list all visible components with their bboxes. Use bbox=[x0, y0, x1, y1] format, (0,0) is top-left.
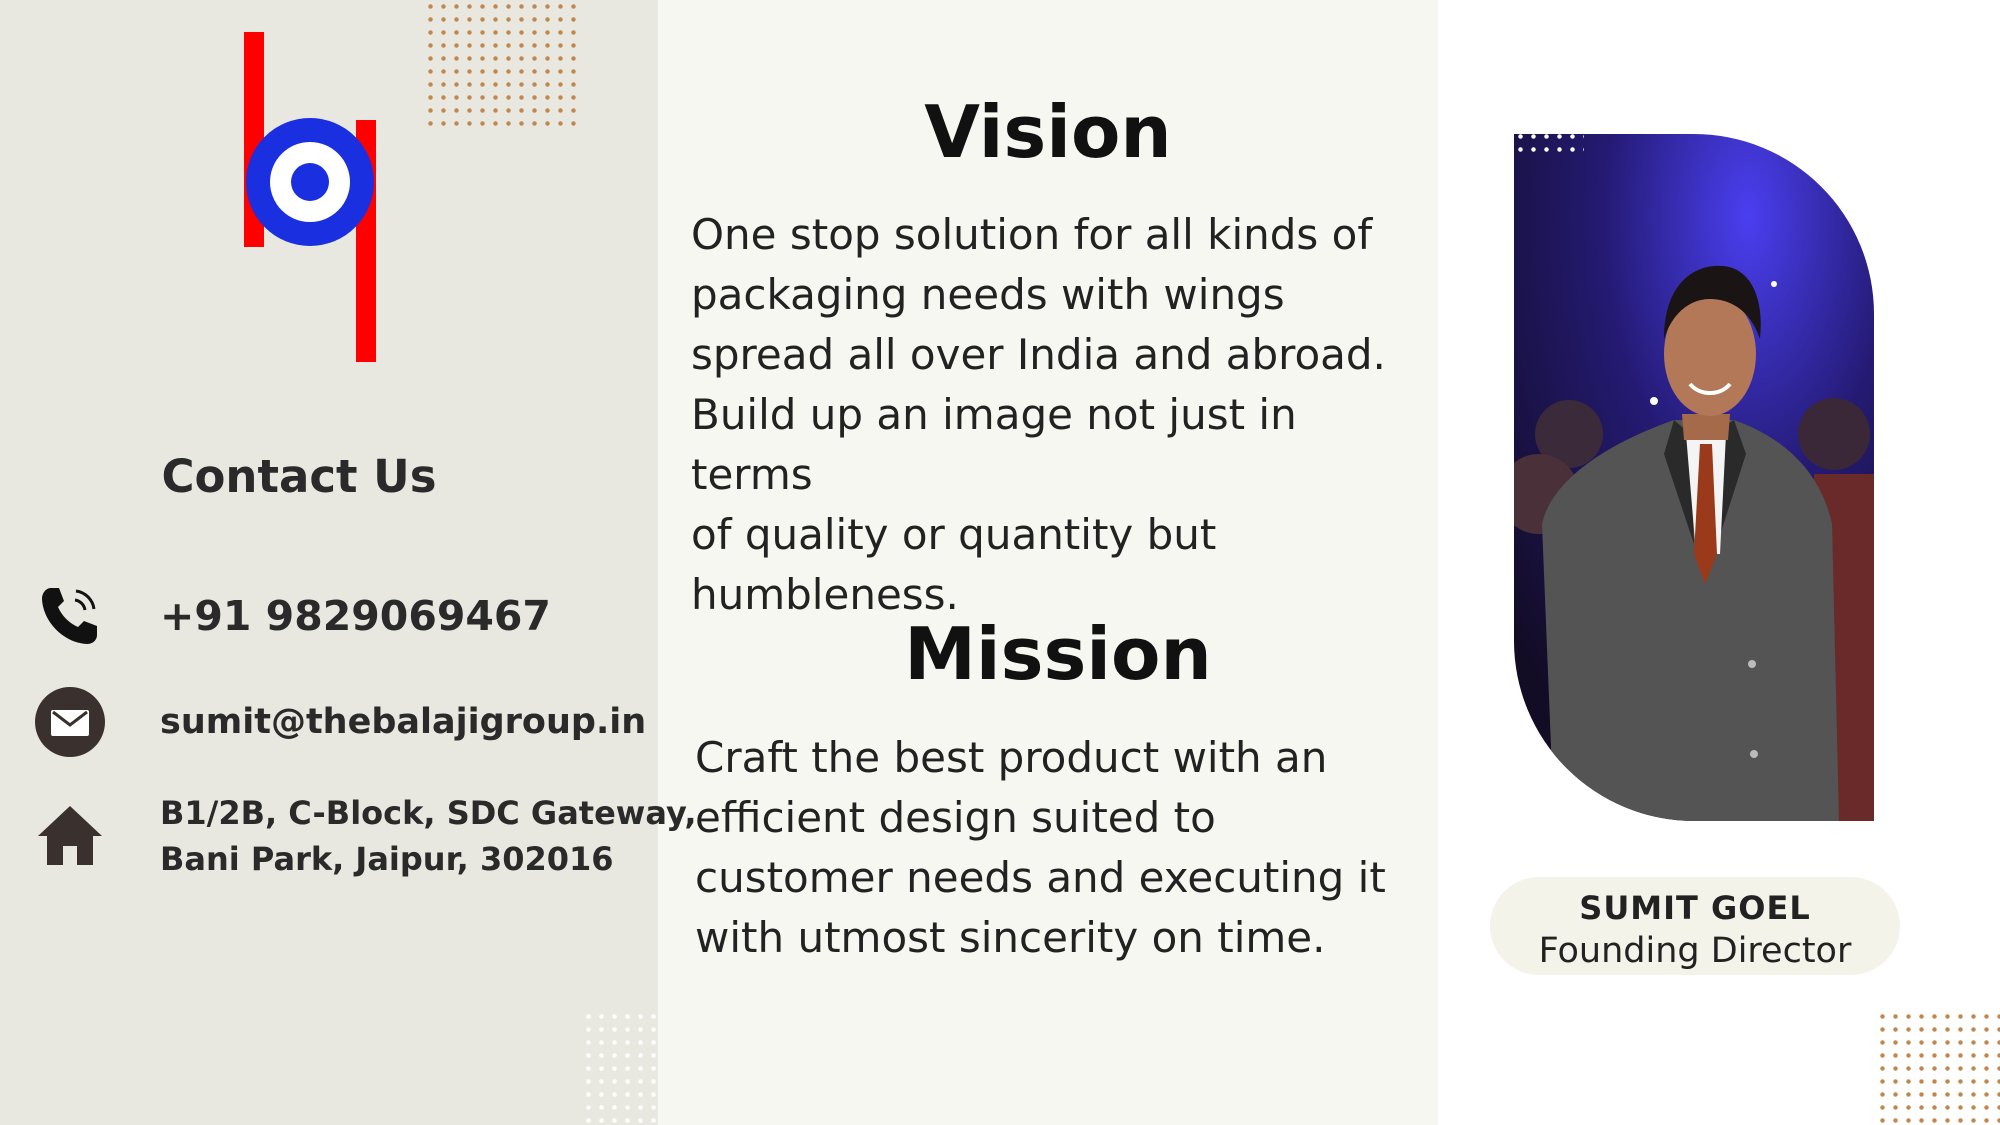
email-address[interactable]: sumit@thebalajigroup.in bbox=[160, 702, 647, 742]
contact-title: Contact Us bbox=[161, 450, 437, 503]
vision-mission-panel bbox=[658, 0, 1438, 1125]
contact-phone[interactable]: +91 9829069467 bbox=[34, 580, 551, 652]
contact-email[interactable]: sumit@thebalajigroup.in bbox=[34, 686, 646, 758]
director-title: Founding Director bbox=[1538, 931, 1852, 971]
phone-number[interactable]: +91 9829069467 bbox=[160, 592, 551, 640]
phone-icon bbox=[34, 580, 106, 652]
home-icon bbox=[34, 800, 106, 872]
dot-pattern-photo bbox=[1514, 130, 1584, 158]
address: B1/2B, C-Block, SDC Gateway, Bani Park, J… bbox=[160, 790, 696, 882]
email-icon bbox=[34, 686, 106, 758]
vision-heading: Vision bbox=[924, 90, 1172, 174]
director-photo bbox=[1514, 134, 1874, 821]
address-line-1: B1/2B, C-Block, SDC Gateway, bbox=[160, 794, 697, 832]
dot-pattern-top bbox=[424, 0, 580, 126]
company-logo bbox=[244, 32, 376, 362]
vision-text: One stop solution for all kinds of packa… bbox=[691, 210, 1386, 619]
director-name-card: SUMIT GOEL Founding Director bbox=[1490, 877, 1900, 975]
director-name: SUMIT GOEL bbox=[1579, 889, 1811, 927]
dot-pattern-bottom-right bbox=[1876, 1010, 2000, 1125]
dot-pattern-bottom-left bbox=[582, 1010, 658, 1125]
mission-text: Craft the best product with an efficient… bbox=[695, 733, 1386, 962]
address-line-2: Bani Park, Jaipur, 302016 bbox=[160, 840, 614, 878]
mission-heading: Mission bbox=[904, 612, 1212, 696]
contact-address: B1/2B, C-Block, SDC Gateway, Bani Park, J… bbox=[34, 790, 696, 882]
